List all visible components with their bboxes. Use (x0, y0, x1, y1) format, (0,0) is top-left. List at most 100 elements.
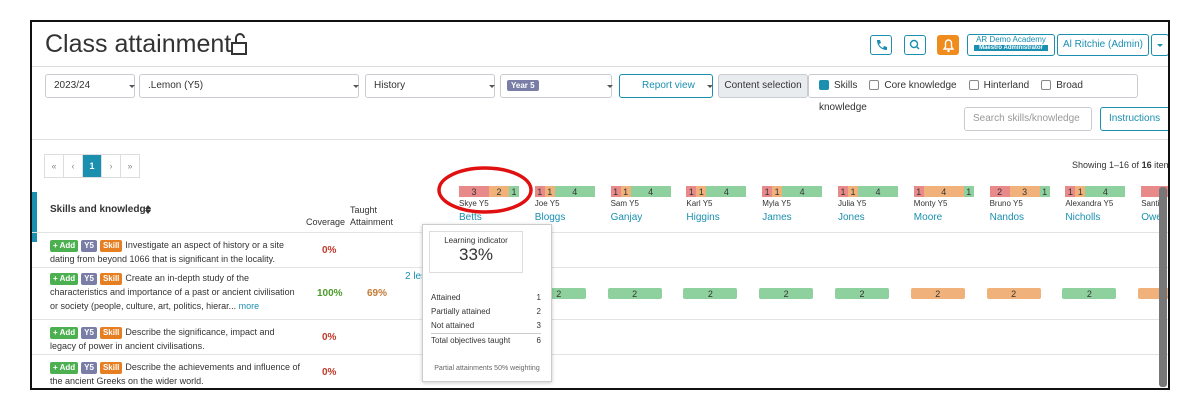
tag[interactable]: + Add (50, 362, 79, 374)
year-group-select[interactable]: Year 5 (500, 74, 612, 98)
page-button[interactable]: ‹ (63, 154, 83, 178)
skills-header[interactable]: Skills and knowledge (50, 204, 152, 215)
summary-segment: 2 (489, 186, 509, 197)
class: .Lemon (Y5) (148, 80, 204, 91)
lessons[interactable]: 2 les (405, 271, 427, 282)
checkbox[interactable] (869, 80, 880, 91)
skill-text: + Add Y5 Skill Describe the significance, i… (50, 325, 300, 353)
student-last-name[interactable]: Higgins (686, 212, 720, 223)
summary-segment: 1 (610, 186, 621, 197)
page-button[interactable]: 1 (82, 154, 102, 178)
year-select[interactable]: 2023/24 (45, 74, 135, 98)
popup-label: Not attained (431, 321, 475, 330)
tag[interactable]: + Add (50, 240, 79, 252)
tag: Skill (99, 327, 123, 339)
report-view-button[interactable]: Report view (619, 74, 713, 98)
user-caret[interactable] (1151, 34, 1168, 56)
option[interactable]: Hinterland (968, 80, 1029, 91)
option[interactable]: Core knowledge (869, 80, 957, 91)
tag[interactable]: + Add (50, 273, 79, 285)
summary-segment: 1 (848, 186, 858, 197)
cell-value: 2 (986, 288, 1041, 299)
attainment: 69% (367, 288, 388, 299)
total: 16 (1141, 160, 1152, 170)
option[interactable]: Skills (819, 80, 857, 91)
summary-segment: 1 (686, 186, 697, 197)
student-last-name[interactable]: Nicholls (1065, 212, 1101, 223)
summary-segment: 4 (554, 186, 595, 197)
class-select[interactable]: .Lemon (Y5) (139, 74, 359, 98)
content-selection: Content selection (718, 74, 808, 98)
page-button[interactable]: » (120, 154, 140, 178)
student-last-name[interactable]: Jones (838, 212, 865, 223)
popup-number: 3 (536, 321, 541, 330)
attainment-header[interactable]: Taught Attainment (350, 205, 394, 227)
student-first-name: Skye Y5 (459, 199, 489, 208)
instructions-button[interactable]: Instructions (1100, 107, 1168, 131)
summary-segment: 1 (534, 186, 545, 197)
search-input[interactable]: Search skills/knowledge (964, 107, 1092, 131)
checkbox[interactable] (819, 80, 829, 91)
cell-value: 2 (683, 288, 738, 299)
top-bar (32, 22, 1168, 67)
student-first-name: Alexandra Y5 (1065, 199, 1114, 208)
popup-item: Partially attained 2 (431, 305, 541, 319)
notification-button[interactable] (937, 35, 959, 55)
academy-box[interactable]: AR Demo Academy Maestro Administrator (967, 34, 1055, 56)
student-first-name: Bruno Y5 (989, 199, 1023, 208)
summary-segment: 1 (963, 186, 974, 197)
summary-segment: 4 (858, 186, 898, 197)
summary-segment: 4 (782, 186, 823, 197)
summary-segment: 1 (772, 186, 783, 197)
search-button[interactable] (904, 35, 926, 55)
student-last-name[interactable]: James (762, 212, 792, 223)
option[interactable]: Broad knowledge (819, 80, 1083, 113)
student-first-name: Sam Y5 (610, 199, 639, 208)
student-first-name: Myla Y5 (762, 199, 791, 208)
cell-value: 2 (607, 288, 662, 299)
student-last-name[interactable]: Owe (1141, 212, 1162, 223)
content-options: Skills Core knowledge Hinterland Broad know… (808, 74, 1138, 113)
page-button[interactable]: › (101, 154, 121, 178)
summary-segment: 1 (913, 186, 924, 197)
caret (353, 85, 359, 88)
coverage-header[interactable]: Coverage (306, 217, 346, 227)
tag[interactable]: + Add (50, 327, 79, 339)
student-last-name[interactable]: Moore (913, 212, 943, 223)
summary-segment: 1 (696, 186, 707, 197)
student-last-name[interactable]: Nandos (989, 212, 1025, 223)
summary-segment: 2 (1141, 186, 1168, 197)
content-selection-label: Content selection (724, 80, 802, 91)
summary-segment: 4 (1085, 186, 1126, 197)
student-last-name[interactable]: Betts (459, 212, 482, 223)
app-window: Class attainment AR Demo Academy Maestro… (30, 20, 1170, 390)
student-first-name: Karl Y5 (686, 199, 713, 208)
summary-segment: 4 (630, 186, 671, 197)
year-group: Year 5 (507, 80, 539, 91)
subject-select[interactable]: History (365, 74, 495, 98)
user-menu[interactable]: Al Ritchie (Admin) (1057, 34, 1149, 56)
sort-icon (145, 205, 151, 214)
phone-button[interactable] (870, 35, 892, 55)
summary-segment: 3 (1009, 186, 1040, 197)
student-last-name[interactable]: Bloggs (534, 212, 566, 223)
student-last-name[interactable]: Ganjay (610, 212, 643, 223)
checkbox[interactable] (968, 80, 979, 91)
cell-value: 2 (910, 288, 965, 299)
popup-title: Learning indicator (444, 236, 508, 245)
option-label: Core knowledge (884, 80, 957, 91)
caret (607, 85, 613, 88)
summary-segment: 1 (838, 186, 848, 197)
more-link[interactable]: more (238, 301, 260, 311)
tag: Skill (99, 362, 123, 374)
popup-item: Attained 1 (431, 291, 541, 305)
divider (32, 139, 1168, 140)
skill-text: + Add Y5 Skill Create an in-depth study of … (50, 271, 300, 313)
option-label: Broad knowledge (819, 80, 1083, 113)
page-button[interactable]: « (44, 154, 64, 178)
showing: Showing 1–16 of (1072, 160, 1140, 170)
checkbox[interactable] (1041, 80, 1052, 91)
summary-segment: 1 (1039, 186, 1050, 197)
